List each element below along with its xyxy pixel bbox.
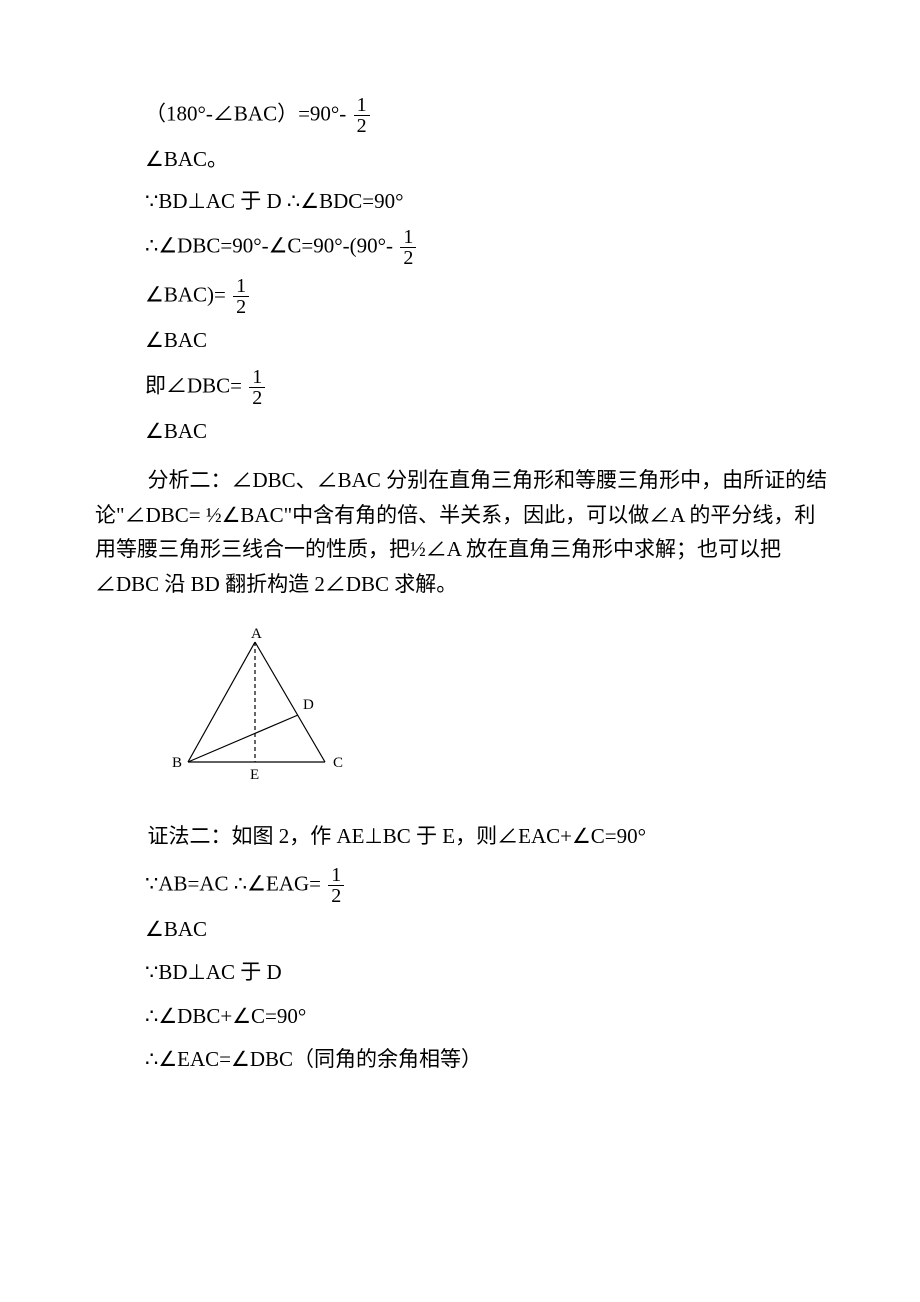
- fraction: 1 2: [233, 276, 249, 317]
- equation-line: ∠BAC)= 1 2: [145, 276, 830, 317]
- numerator: 1: [328, 865, 344, 886]
- triangle-figure: A B C D E: [150, 627, 830, 797]
- equation-line: （180°-∠BAC）=90°- 1 2: [145, 95, 830, 136]
- line-BD: [188, 715, 298, 762]
- proof-block-2: 证法二：如图 2，作 AE⊥BC 于 E，则∠EAC+∠C=90° ∵AB=AC…: [95, 821, 830, 1076]
- label-D: D: [303, 697, 314, 713]
- equation-line: ∴∠DBC=90°-∠C=90°-(90°- 1 2: [145, 227, 830, 268]
- denominator: 2: [249, 388, 265, 408]
- fraction: 1 2: [249, 367, 265, 408]
- denominator: 2: [400, 248, 416, 268]
- proof-line: 证法二：如图 2，作 AE⊥BC 于 E，则∠EAC+∠C=90°: [95, 821, 830, 853]
- triangle-svg: A B C D E: [150, 627, 370, 787]
- equation-line: ∵BD⊥AC 于 D: [145, 957, 830, 989]
- text-segment: ∵AB=AC ∴∠EAG=: [145, 871, 321, 895]
- text-segment: （180°-∠BAC）=90°-: [145, 101, 346, 125]
- numerator: 1: [249, 367, 265, 388]
- analysis-text: 分析二：∠DBC、∠BAC 分别在直角三角形和等腰三角形中，由所证的结论"∠DB…: [95, 468, 827, 596]
- equation-line: ∠BAC: [145, 325, 830, 357]
- denominator: 2: [328, 886, 344, 906]
- numerator: 1: [400, 227, 416, 248]
- line-AC: [255, 642, 325, 762]
- numerator: 1: [354, 95, 370, 116]
- fraction: 1 2: [328, 865, 344, 906]
- denominator: 2: [354, 116, 370, 136]
- fraction: 1 2: [400, 227, 416, 268]
- fraction: 1 2: [354, 95, 370, 136]
- equation-line: ∠BAC。: [145, 144, 830, 176]
- label-E: E: [250, 767, 259, 783]
- equation-line: ∴∠DBC+∠C=90°: [145, 1001, 830, 1033]
- equation-line: ∵BD⊥AC 于 D ∴∠BDC=90°: [145, 186, 830, 218]
- document-content: （180°-∠BAC）=90°- 1 2 ∠BAC。 ∵BD⊥AC 于 D ∴∠…: [95, 95, 830, 1076]
- label-B: B: [172, 755, 182, 771]
- label-C: C: [333, 755, 343, 771]
- equation-line: 即∠DBC= 1 2: [145, 367, 830, 408]
- equation-line: ∠BAC: [145, 416, 830, 448]
- equation-line: ∵AB=AC ∴∠EAG= 1 2: [145, 865, 830, 906]
- numerator: 1: [233, 276, 249, 297]
- label-A: A: [251, 627, 262, 642]
- analysis-paragraph: 分析二：∠DBC、∠BAC 分别在直角三角形和等腰三角形中，由所证的结论"∠DB…: [95, 463, 830, 602]
- text-segment: 即∠DBC=: [145, 373, 247, 397]
- proof-lines: ∵AB=AC ∴∠EAG= 1 2 ∠BAC ∵BD⊥AC 于 D ∴∠DBC+…: [145, 865, 830, 1076]
- proof-block-1: （180°-∠BAC）=90°- 1 2 ∠BAC。 ∵BD⊥AC 于 D ∴∠…: [145, 95, 830, 447]
- equation-line: ∴∠EAC=∠DBC（同角的余角相等）: [145, 1044, 830, 1076]
- text-segment: ∴∠DBC=90°-∠C=90°-(90°-: [145, 233, 393, 257]
- equation-line: ∠BAC: [145, 914, 830, 946]
- denominator: 2: [233, 297, 249, 317]
- line-BA: [188, 642, 255, 762]
- text-segment: ∠BAC)=: [145, 282, 231, 306]
